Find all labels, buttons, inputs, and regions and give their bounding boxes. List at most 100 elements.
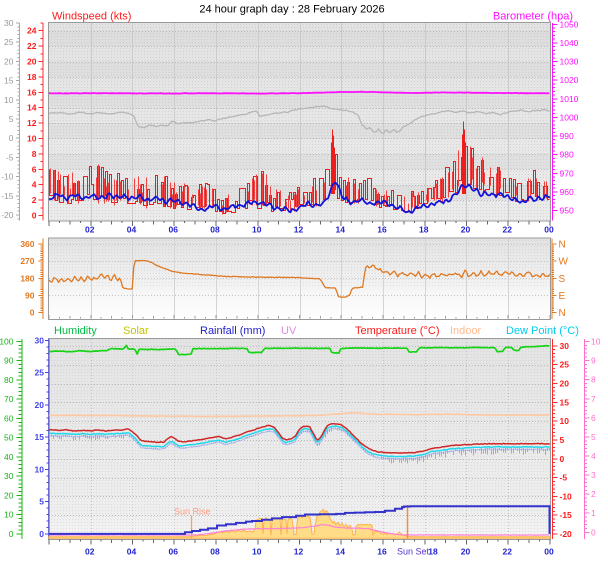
svg-text:1050: 1050 <box>560 19 579 29</box>
svg-text:10: 10 <box>35 464 45 474</box>
svg-text:Solar: Solar <box>123 325 149 337</box>
svg-text:5: 5 <box>9 114 14 124</box>
svg-text:0: 0 <box>30 308 35 318</box>
svg-text:00: 00 <box>544 547 554 557</box>
svg-text:8: 8 <box>32 149 37 159</box>
svg-text:270: 270 <box>20 256 34 266</box>
svg-text:-10: -10 <box>1 172 14 182</box>
svg-text:20: 20 <box>27 57 37 67</box>
svg-text:14: 14 <box>27 103 37 113</box>
svg-text:20: 20 <box>461 547 471 557</box>
svg-text:Sun Set: Sun Set <box>397 547 430 557</box>
svg-text:1030: 1030 <box>560 57 579 67</box>
svg-text:1020: 1020 <box>560 75 579 85</box>
svg-text:-20: -20 <box>560 529 573 539</box>
svg-text:960: 960 <box>560 187 574 197</box>
svg-text:12: 12 <box>27 118 37 128</box>
svg-text:25: 25 <box>4 37 14 47</box>
svg-text:06: 06 <box>169 225 179 235</box>
svg-text:18: 18 <box>419 225 429 235</box>
svg-text:40: 40 <box>4 452 14 462</box>
svg-text:1040: 1040 <box>560 38 579 48</box>
svg-text:10: 10 <box>27 134 37 144</box>
svg-text:10: 10 <box>252 225 262 235</box>
svg-text:24: 24 <box>27 26 37 36</box>
svg-text:-5: -5 <box>6 152 14 162</box>
svg-text:-15: -15 <box>560 510 573 520</box>
svg-text:12: 12 <box>294 547 304 557</box>
svg-text:Indoor: Indoor <box>450 325 482 337</box>
svg-text:6: 6 <box>32 164 37 174</box>
svg-text:60: 60 <box>4 413 14 423</box>
svg-text:0: 0 <box>560 454 565 464</box>
svg-text:980: 980 <box>560 150 574 160</box>
svg-text:970: 970 <box>560 168 574 178</box>
svg-text:5: 5 <box>560 435 565 445</box>
svg-text:08: 08 <box>210 225 220 235</box>
svg-text:Rainfall (mm): Rainfall (mm) <box>200 325 265 337</box>
svg-text:30: 30 <box>560 341 570 351</box>
svg-text:90: 90 <box>25 290 35 300</box>
svg-text:10: 10 <box>591 337 601 347</box>
svg-text:16: 16 <box>27 87 37 97</box>
svg-text:0: 0 <box>9 133 14 143</box>
svg-text:-10: -10 <box>560 491 573 501</box>
svg-text:00: 00 <box>544 225 554 235</box>
svg-text:Humidity: Humidity <box>54 325 97 337</box>
svg-text:9: 9 <box>591 356 596 366</box>
svg-text:18: 18 <box>428 547 438 557</box>
svg-text:5: 5 <box>39 497 44 507</box>
svg-text:Barometer (hpa): Barometer (hpa) <box>493 11 573 23</box>
svg-text:0: 0 <box>39 529 44 539</box>
svg-text:04: 04 <box>127 547 137 557</box>
svg-text:20: 20 <box>560 379 570 389</box>
svg-text:S: S <box>559 274 566 285</box>
svg-text:1000: 1000 <box>560 112 579 122</box>
svg-text:6: 6 <box>591 413 596 423</box>
svg-text:08: 08 <box>210 547 220 557</box>
svg-text:50: 50 <box>4 433 14 443</box>
svg-text:22: 22 <box>27 41 37 51</box>
svg-text:10: 10 <box>4 95 14 105</box>
svg-text:15: 15 <box>35 432 45 442</box>
svg-text:1: 1 <box>591 508 596 518</box>
svg-text:-15: -15 <box>1 191 14 201</box>
svg-text:8: 8 <box>591 375 596 385</box>
svg-text:14: 14 <box>336 547 346 557</box>
svg-text:N: N <box>559 240 566 251</box>
svg-text:UV: UV <box>281 325 297 337</box>
svg-text:180: 180 <box>20 273 34 283</box>
svg-text:22: 22 <box>503 547 513 557</box>
svg-text:3: 3 <box>591 470 596 480</box>
svg-text:06: 06 <box>169 547 179 557</box>
svg-text:2: 2 <box>591 489 596 499</box>
svg-text:Sun Rise: Sun Rise <box>174 507 211 517</box>
svg-text:N: N <box>559 308 566 319</box>
svg-text:-20: -20 <box>1 210 14 220</box>
svg-text:10: 10 <box>560 416 570 426</box>
svg-text:950: 950 <box>560 206 574 216</box>
svg-text:E: E <box>559 291 566 302</box>
svg-text:990: 990 <box>560 131 574 141</box>
svg-text:20: 20 <box>35 400 45 410</box>
svg-text:04: 04 <box>127 225 137 235</box>
svg-text:90: 90 <box>4 356 14 366</box>
svg-text:Dew Point (°C): Dew Point (°C) <box>506 325 579 337</box>
svg-text:25: 25 <box>35 368 45 378</box>
svg-text:Temperature (°C): Temperature (°C) <box>355 325 439 337</box>
svg-text:22: 22 <box>503 225 513 235</box>
svg-text:20: 20 <box>461 225 471 235</box>
svg-text:15: 15 <box>560 397 570 407</box>
svg-text:0: 0 <box>32 211 37 221</box>
svg-text:5: 5 <box>591 432 596 442</box>
svg-text:18: 18 <box>27 72 37 82</box>
svg-text:15: 15 <box>4 76 14 86</box>
svg-text:1010: 1010 <box>560 94 579 104</box>
svg-text:2: 2 <box>32 195 37 205</box>
svg-text:-5: -5 <box>560 473 568 483</box>
svg-text:25: 25 <box>560 360 570 370</box>
svg-text:12: 12 <box>294 225 304 235</box>
svg-text:0: 0 <box>9 529 14 539</box>
svg-text:4: 4 <box>591 451 596 461</box>
svg-text:W: W <box>559 257 569 268</box>
